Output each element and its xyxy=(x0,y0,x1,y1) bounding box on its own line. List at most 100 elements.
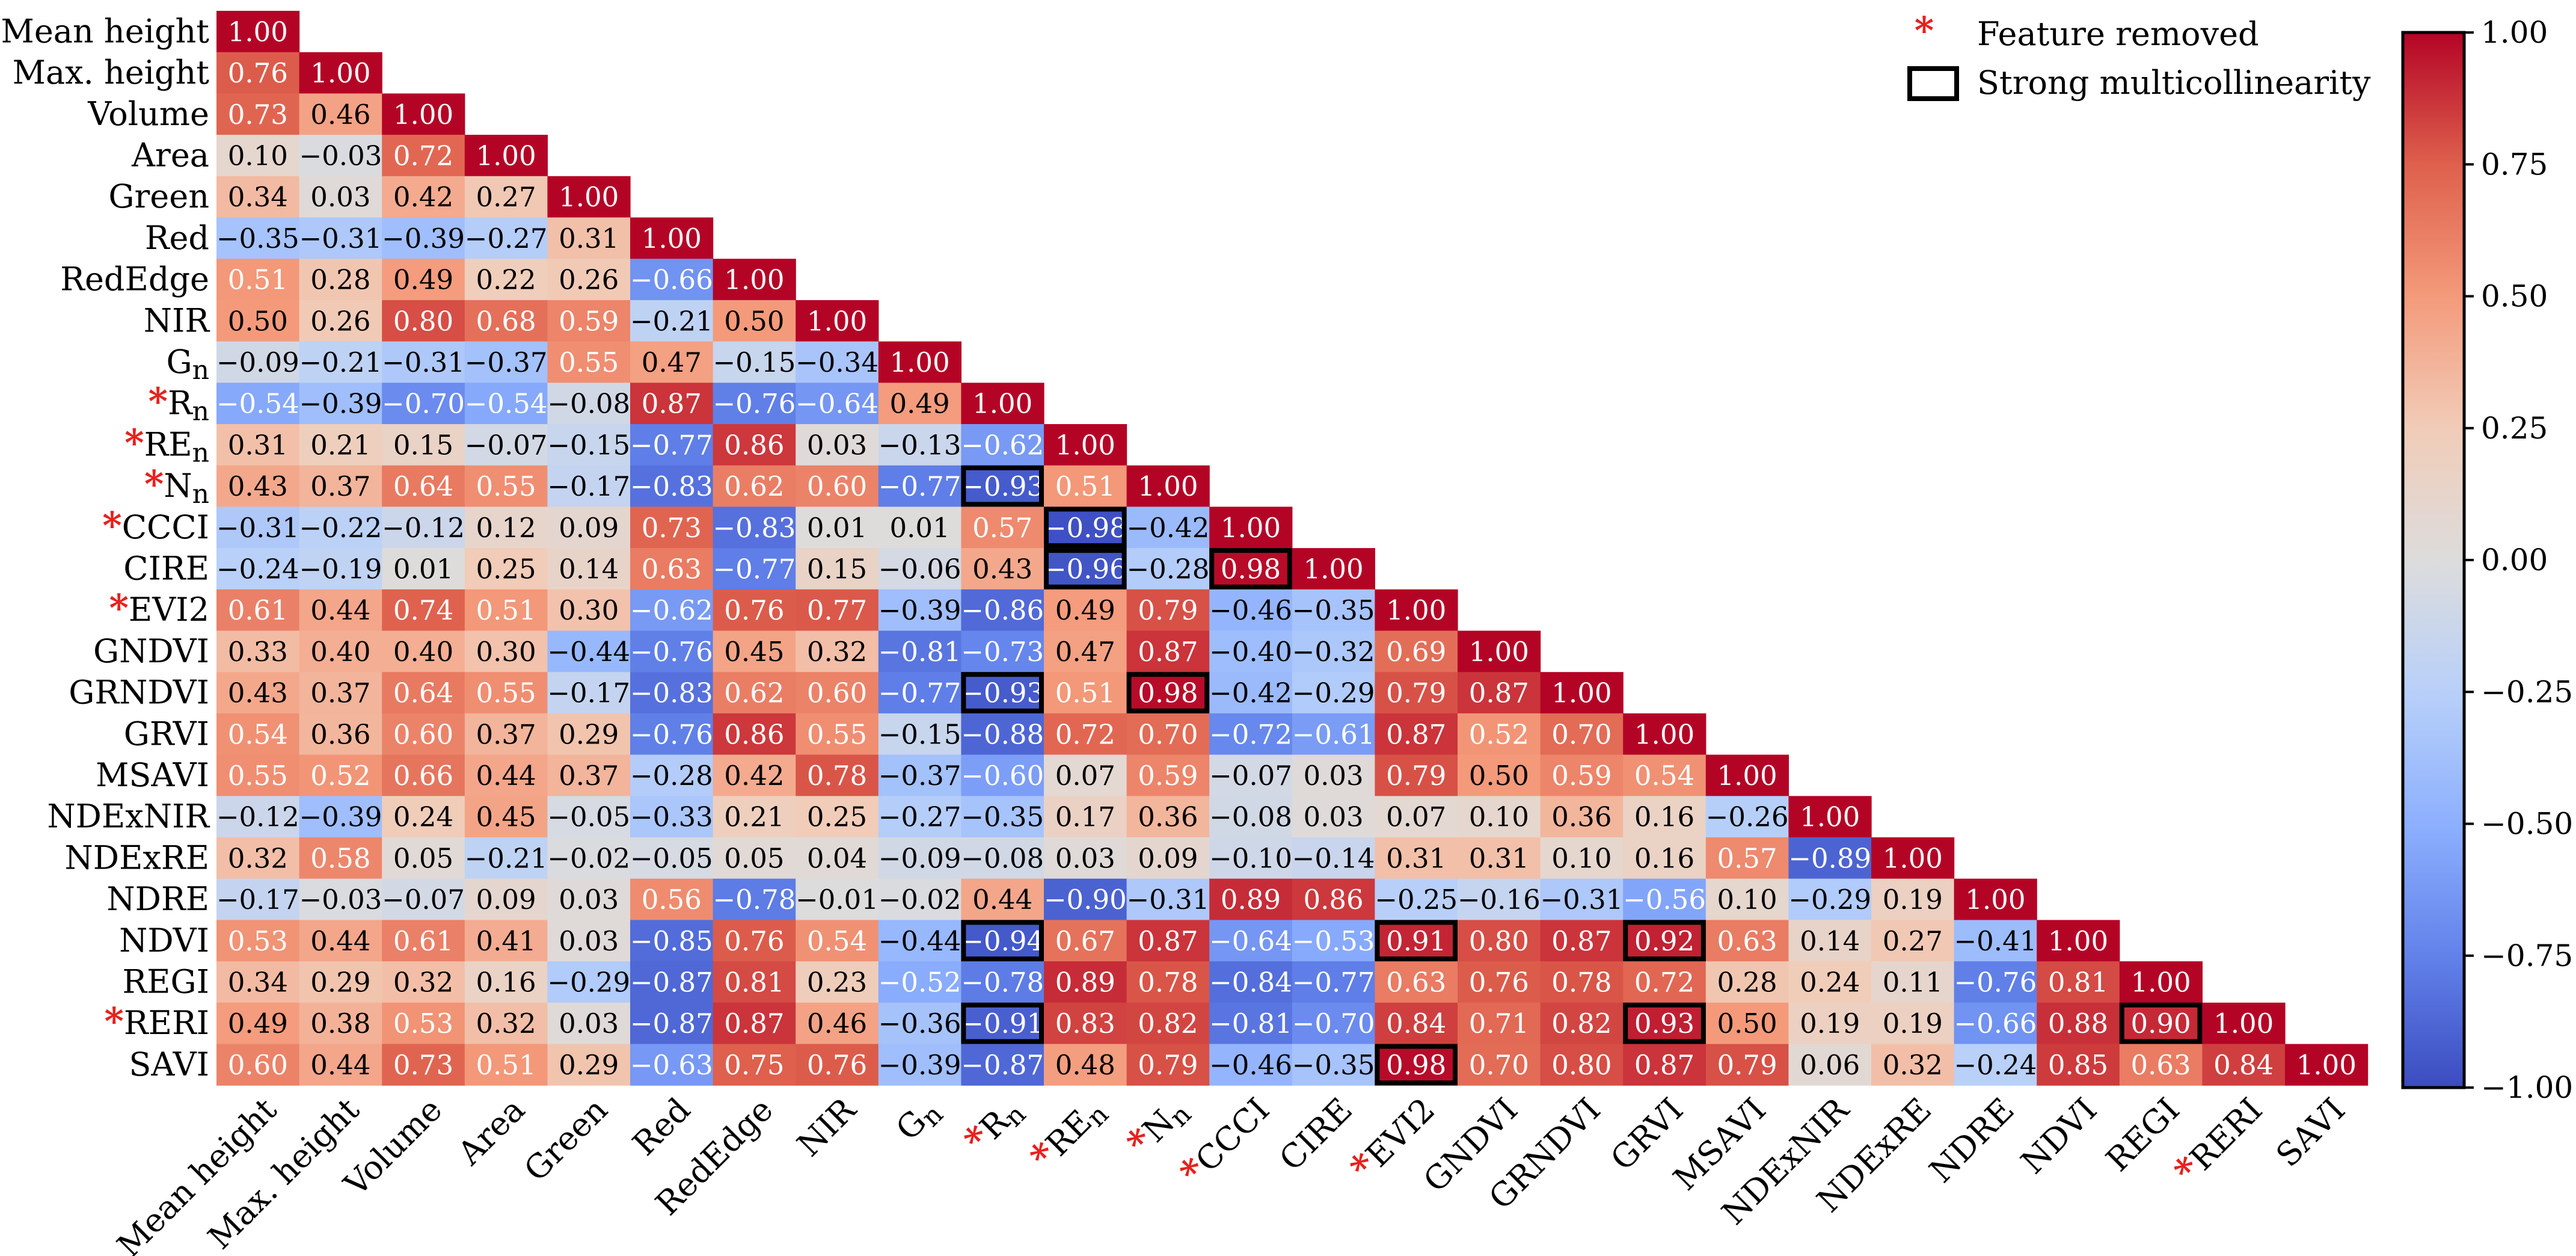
cell-value-label: 0.64 xyxy=(393,470,453,502)
heatmap-cell xyxy=(1126,672,1210,714)
heatmap-cell xyxy=(299,1002,382,1045)
heatmap-cell xyxy=(1209,630,1293,673)
heatmap-cell xyxy=(299,1044,382,1086)
heatmap-cell xyxy=(961,1044,1044,1086)
cell-value-label: −0.32 xyxy=(1292,636,1375,668)
heatmap-cell xyxy=(216,754,300,796)
cell-value-label: 0.90 xyxy=(2130,1008,2191,1039)
cell-value-label: 0.16 xyxy=(1634,801,1694,833)
cell-value-label: 0.29 xyxy=(310,966,370,998)
cell-value-label: −0.21 xyxy=(465,842,548,874)
heatmap-cell xyxy=(216,920,300,962)
cell-value-label: −0.89 xyxy=(1788,842,1871,874)
cell-value-label: −0.96 xyxy=(1044,553,1127,585)
cell-value-label: 0.86 xyxy=(1303,884,1363,916)
row-label: GNDVI xyxy=(93,632,209,670)
heatmap-cell xyxy=(1788,837,1872,879)
heatmap-cell xyxy=(713,630,796,673)
heatmap-cell xyxy=(382,713,465,756)
heatmap-cell xyxy=(1788,920,1872,962)
cell-value-label: −0.62 xyxy=(630,594,713,626)
cell-value-label: −0.76 xyxy=(713,388,796,420)
heatmap-cell xyxy=(464,1044,548,1086)
heatmap-cell xyxy=(630,796,714,838)
heatmap-cell xyxy=(713,465,796,507)
cell-value-label: −0.42 xyxy=(1209,677,1292,709)
heatmap-cell xyxy=(382,424,465,466)
heatmap-cell xyxy=(2037,1002,2120,1045)
heatmap-cell xyxy=(216,465,300,507)
column-label: *Rn xyxy=(955,1087,1032,1164)
cell-value-label: 0.62 xyxy=(724,677,784,709)
heatmap-cell xyxy=(1540,1002,1624,1045)
heatmap-cell xyxy=(1623,1002,1707,1045)
cell-value-label: 0.26 xyxy=(310,305,370,337)
heatmap-cell xyxy=(1044,837,1127,879)
cell-value-label: 0.79 xyxy=(1386,760,1446,792)
cell-value-label: 0.86 xyxy=(724,718,784,750)
removed-star-icon: * xyxy=(109,586,128,630)
column-label: *Nn xyxy=(1118,1087,1197,1166)
heatmap-cell xyxy=(1375,920,1458,962)
heatmap-cell xyxy=(1126,630,1210,673)
heatmap-cell xyxy=(1126,589,1210,632)
heatmap-cell xyxy=(630,878,714,920)
cell-value-label: −0.39 xyxy=(299,388,382,420)
cell-value-label: 0.79 xyxy=(1717,1049,1777,1081)
heatmap-cell xyxy=(1126,837,1210,879)
heatmap-cell xyxy=(961,383,1044,425)
column-label: *CCCI xyxy=(1171,1087,1277,1193)
heatmap-cell xyxy=(382,837,465,879)
cell-value-label: −0.03 xyxy=(299,884,382,916)
cell-value-label: 0.19 xyxy=(1883,884,1943,916)
heatmap-cell xyxy=(216,630,300,673)
cell-value-label: −0.24 xyxy=(1954,1049,2037,1081)
heatmap-cell xyxy=(1788,1002,1872,1045)
heatmap-cell xyxy=(382,383,465,425)
heatmap-cell xyxy=(1705,961,1789,1003)
cell-value-label: 0.43 xyxy=(228,470,288,502)
heatmap-cell xyxy=(1126,796,1210,838)
column-label: *REn xyxy=(1021,1087,1114,1180)
heatmap-cell xyxy=(547,424,631,466)
heatmap-cell xyxy=(796,672,879,714)
heatmap-cell xyxy=(1458,796,1541,838)
cell-value-label: −0.39 xyxy=(382,223,465,254)
heatmap-cell xyxy=(878,796,961,838)
cell-value-label: −0.91 xyxy=(961,1008,1044,1039)
cell-value-label: −0.12 xyxy=(382,512,465,544)
cell-value-label: 0.46 xyxy=(310,99,370,131)
cell-value-label: 0.31 xyxy=(559,223,619,254)
cell-value-label: −0.77 xyxy=(1292,966,1375,998)
heatmap-cell xyxy=(878,630,961,673)
heatmap-cell xyxy=(547,672,631,714)
heatmap-cell xyxy=(1375,961,1458,1003)
heatmap-cell xyxy=(1209,1002,1293,1045)
cell-value-label: 0.17 xyxy=(1055,801,1115,833)
cell-value-label: −0.25 xyxy=(1375,884,1458,916)
heatmap-cell xyxy=(299,424,382,466)
cell-value-label: 0.98 xyxy=(1138,677,1198,709)
heatmap-cell xyxy=(1375,630,1458,673)
cell-value-label: 0.51 xyxy=(1055,470,1115,502)
cell-value-label: −0.28 xyxy=(1126,553,1209,585)
heatmap-cell xyxy=(1458,878,1541,920)
heatmap-cell xyxy=(1623,920,1707,962)
cell-value-label: 1.00 xyxy=(1551,677,1612,709)
heatmap-cell xyxy=(961,1002,1044,1045)
cell-value-label: 0.74 xyxy=(393,594,453,626)
cell-value-label: 1.00 xyxy=(807,305,867,337)
heatmap-cell xyxy=(299,135,382,177)
cell-value-label: −0.07 xyxy=(382,884,465,916)
heatmap-cell xyxy=(1044,630,1127,673)
cell-value-label: −0.63 xyxy=(630,1049,713,1081)
cell-value-label: 0.70 xyxy=(1469,1049,1529,1081)
cell-value-label: 0.78 xyxy=(807,760,867,792)
heatmap-cell xyxy=(1209,672,1293,714)
cell-value-label: 0.98 xyxy=(1386,1049,1446,1081)
cell-value-label: −0.77 xyxy=(879,470,961,502)
cell-value-label: −0.31 xyxy=(1126,884,1209,916)
removed-star-icon: * xyxy=(104,999,123,1043)
heatmap-cell xyxy=(1871,1044,1955,1086)
cell-value-label: 0.55 xyxy=(476,470,536,502)
